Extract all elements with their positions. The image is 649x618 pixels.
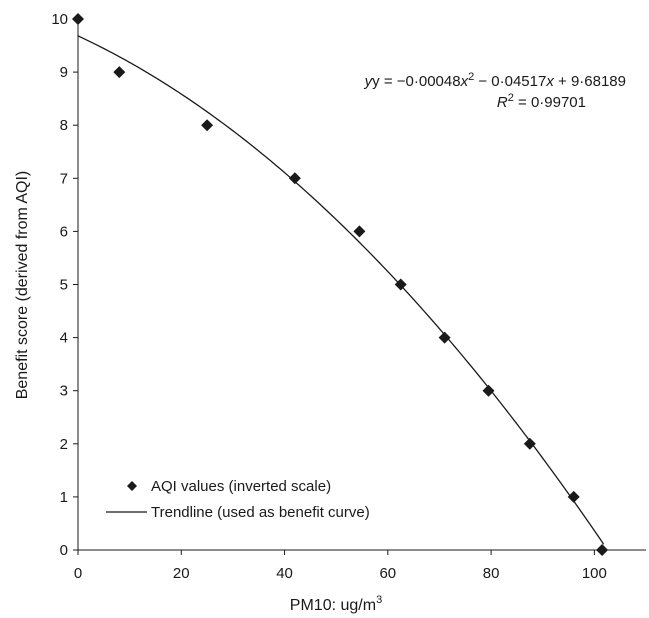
data-point-diamond <box>113 66 126 79</box>
trendline-equation: yy = −0·00048x2 − 0·04517x + 9·68189 <box>364 71 626 90</box>
r-squared-label: R2 = 0·99701 <box>497 92 586 111</box>
y-tick-label: 7 <box>60 170 68 187</box>
data-point-diamond <box>353 225 366 238</box>
x-axis-ticks: 0 20 40 60 80 100 <box>74 550 607 582</box>
y-tick-label: 10 <box>51 11 68 28</box>
y-tick-label: 8 <box>60 117 68 134</box>
data-point-diamond <box>394 278 407 291</box>
y-tick-label: 9 <box>60 64 68 81</box>
y-tick-label: 2 <box>60 436 68 453</box>
legend-label-aqi: AQI values (inverted scale) <box>151 478 331 495</box>
data-point-diamond <box>288 172 301 185</box>
data-point-diamond <box>523 437 536 450</box>
legend-label-trendline: Trendline (used as benefit curve) <box>151 504 370 521</box>
y-tick-label: 6 <box>60 223 68 240</box>
x-axis-label: PM10: ug/m3 <box>290 594 382 614</box>
x-tick-label: 100 <box>582 565 607 582</box>
y-tick-label: 3 <box>60 383 68 400</box>
legend-marker-diamond <box>127 481 137 491</box>
x-tick-label: 20 <box>173 565 190 582</box>
x-tick-label: 80 <box>483 565 500 582</box>
data-point-diamond <box>438 331 451 344</box>
legend: AQI values (inverted scale) Trendline (u… <box>106 478 370 521</box>
y-tick-label: 0 <box>60 542 68 559</box>
y-tick-label: 5 <box>60 277 68 294</box>
scatter-markers <box>72 13 609 556</box>
data-point-diamond <box>567 490 580 503</box>
data-point-diamond <box>201 119 214 132</box>
data-point-diamond <box>482 384 495 397</box>
x-tick-label: 0 <box>74 565 82 582</box>
trendline-curve <box>77 35 605 545</box>
y-tick-label: 1 <box>60 489 68 506</box>
y-axis-ticks: 0 1 2 3 4 5 6 7 8 9 10 <box>51 11 78 559</box>
x-tick-label: 60 <box>379 565 396 582</box>
x-tick-label: 40 <box>276 565 293 582</box>
y-tick-label: 4 <box>60 330 68 347</box>
y-axis-label: Benefit score (derived from AQI) <box>14 171 31 400</box>
